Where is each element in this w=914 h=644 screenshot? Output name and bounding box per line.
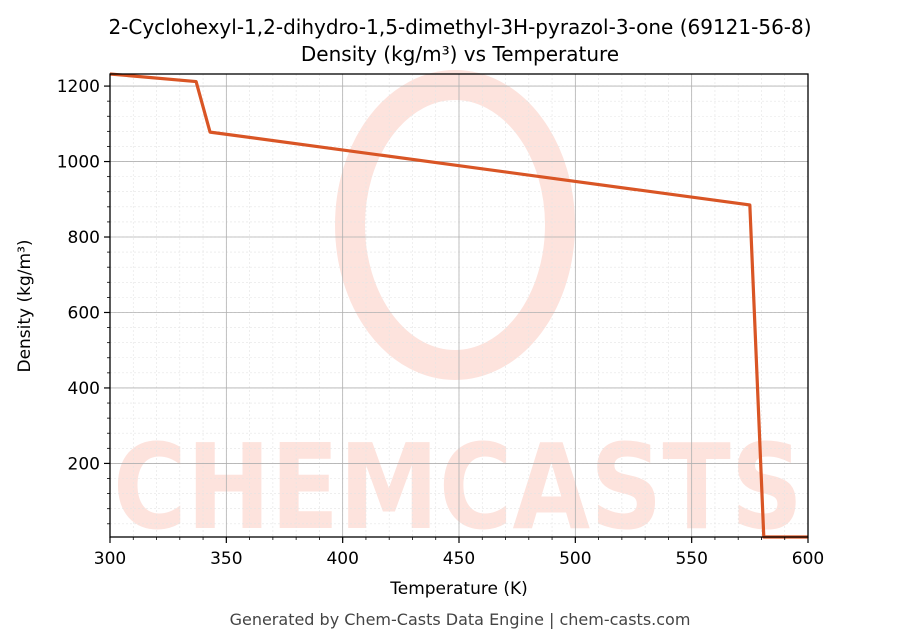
x-tick-label: 550 (675, 549, 707, 569)
ticks (104, 85, 809, 543)
y-tick-label: 800 (68, 228, 100, 248)
x-tick-label: 500 (559, 549, 591, 569)
y-tick-label: 400 (68, 379, 100, 399)
watermark-text: CHEMCASTS (113, 418, 803, 556)
chart-title: 2-Cyclohexyl-1,2-dihydro-1,5-dimethyl-3H… (108, 15, 811, 39)
x-tick-label: 600 (792, 549, 824, 569)
tick-labels: 300 350 400 450 500 550 600 200 400 600 800 1000 120… (57, 77, 824, 569)
watermark: CHEMCASTS (113, 70, 803, 556)
chart-subtitle: Density (kg/m³) vs Temperature (301, 42, 619, 66)
x-tick-label: 350 (210, 549, 242, 569)
x-tick-label: 450 (443, 549, 475, 569)
y-tick-label: 600 (68, 303, 100, 323)
footer-credit: Generated by Chem-Casts Data Engine | ch… (230, 610, 691, 629)
y-tick-label: 200 (68, 454, 100, 474)
x-tick-label: 400 (326, 549, 358, 569)
x-axis-label: Temperature (K) (389, 579, 528, 599)
x-tick-label: 300 (94, 549, 126, 569)
watermark-logo (335, 70, 575, 380)
y-tick-label: 1000 (57, 153, 100, 173)
y-tick-label: 1200 (57, 77, 100, 97)
y-axis-label: Density (kg/m³) (15, 239, 35, 372)
